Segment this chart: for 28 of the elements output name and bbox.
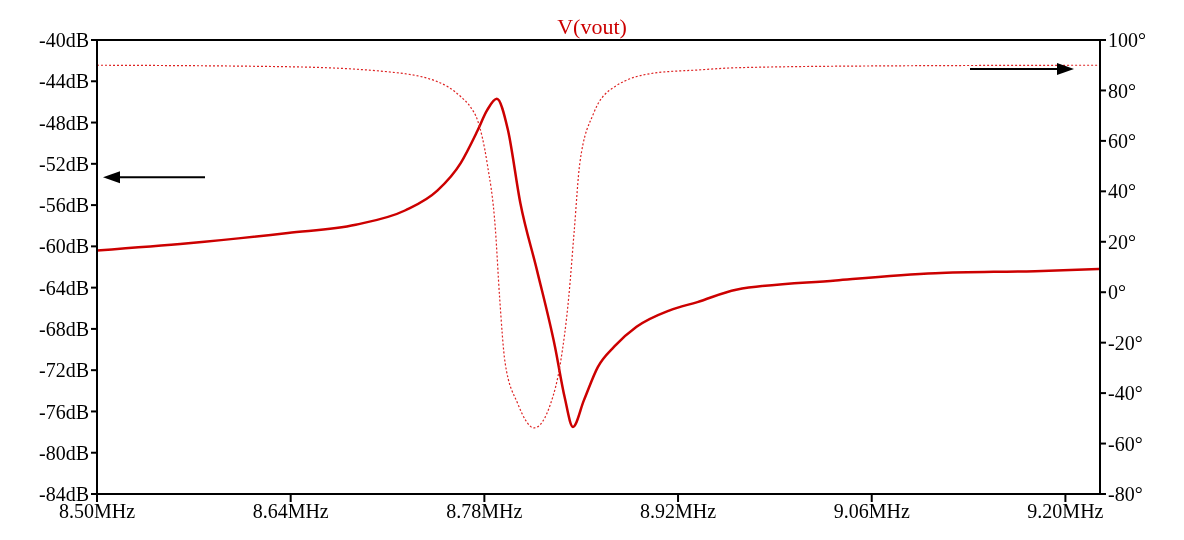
- y2-tick-label: 60°: [1108, 129, 1136, 152]
- y2-tick-label: -60°: [1108, 432, 1143, 455]
- y2-tick-label: 20°: [1108, 230, 1136, 253]
- x-tick-label: 8.50MHz: [58, 500, 136, 523]
- y-tick-label: -52dB: [39, 152, 89, 175]
- x-tick-label: 8.92MHz: [639, 500, 717, 523]
- y2-tick-label: 80°: [1108, 79, 1136, 102]
- x-tick-label: 9.06MHz: [833, 500, 910, 523]
- x-tick-label: 8.78MHz: [446, 500, 523, 523]
- x-tick-label: 8.64MHz: [252, 500, 329, 523]
- y-tick-label: -48dB: [39, 111, 89, 134]
- y-tick-label: -56dB: [39, 194, 89, 217]
- y-tick-label: -40dB: [39, 29, 89, 52]
- y2-tick-label: -40°: [1108, 382, 1143, 405]
- y-tick-label: -72dB: [39, 359, 89, 382]
- y-tick-label: -44dB: [39, 70, 89, 93]
- y-tick-label: -68dB: [39, 318, 89, 341]
- y-tick-label: -64dB: [39, 276, 89, 299]
- y2-tick-label: -20°: [1108, 331, 1143, 354]
- y2-tick-label: 100°: [1108, 29, 1146, 52]
- y-tick-label: -80dB: [39, 441, 89, 464]
- x-tick-label: 9.20MHz: [1027, 500, 1104, 523]
- y2-tick-label: 40°: [1108, 180, 1136, 203]
- y2-tick-label: 0°: [1108, 281, 1126, 304]
- y-tick-label: -76dB: [39, 400, 89, 423]
- chart-title: V(vout): [557, 14, 627, 39]
- y2-tick-label: -80°: [1108, 483, 1143, 506]
- y-tick-label: -60dB: [39, 235, 89, 258]
